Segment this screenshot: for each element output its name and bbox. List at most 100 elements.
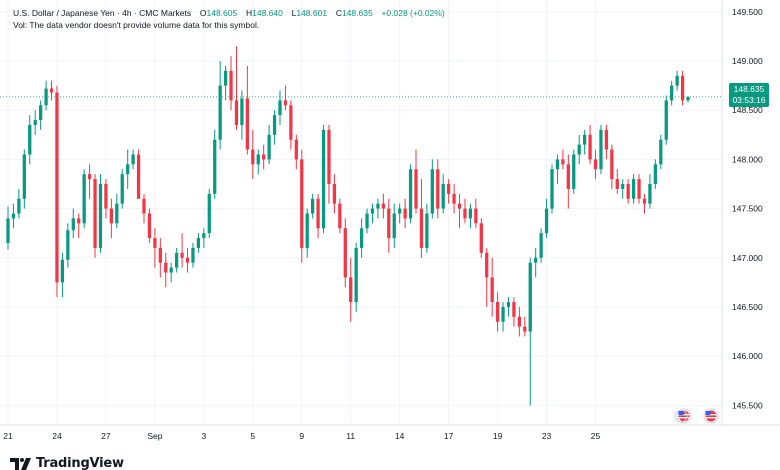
candle xyxy=(398,203,402,224)
candle xyxy=(430,159,434,219)
candle-body xyxy=(142,198,146,214)
x-tick-label: 19 xyxy=(493,431,503,441)
candle xyxy=(387,198,391,253)
candle xyxy=(175,247,179,273)
candle xyxy=(555,154,560,184)
candle-body xyxy=(490,277,494,303)
candle xyxy=(213,129,217,199)
candle xyxy=(686,96,690,103)
candle xyxy=(583,129,587,155)
candle-body xyxy=(392,213,396,239)
candle-body xyxy=(370,208,375,214)
candle-body xyxy=(327,129,331,184)
x-axis[interactable]: 21 24 27 Sep 3 5 9 11 14 17 19 23 25 xyxy=(3,431,600,441)
candle-body xyxy=(349,277,353,303)
candle-body xyxy=(82,174,86,224)
candle-body xyxy=(136,154,141,199)
candle xyxy=(349,257,353,322)
candle xyxy=(517,306,521,337)
tradingview-logo[interactable]: TradingView xyxy=(10,456,124,470)
candle-body xyxy=(468,208,473,219)
x-tick-label: 17 xyxy=(444,431,454,441)
candle-body xyxy=(430,169,434,214)
candle xyxy=(196,233,201,253)
candle-body xyxy=(251,149,255,165)
candle xyxy=(561,149,565,170)
candle xyxy=(300,149,304,263)
y-axis[interactable]: 149.500 149.000 148.500 148.000 147.500 147.0… xyxy=(0,0,780,426)
candle-body xyxy=(71,218,75,231)
candle xyxy=(82,169,86,229)
tradingview-logo-text: TradingView xyxy=(36,456,124,470)
candle-body xyxy=(109,208,113,224)
candle-body xyxy=(403,208,407,219)
candle-body xyxy=(604,129,609,150)
candle xyxy=(240,90,244,140)
event-flags[interactable] xyxy=(674,408,719,424)
x-tick-label: Sep xyxy=(147,431,162,441)
candle-body xyxy=(653,164,657,184)
candle xyxy=(131,149,135,170)
candle-body xyxy=(419,208,424,248)
candle-body xyxy=(175,252,179,268)
candle xyxy=(11,203,16,229)
candle xyxy=(66,223,70,268)
candle xyxy=(544,198,549,239)
candle xyxy=(55,85,59,298)
chart-header: U.S. Dollar / Japanese Yen · 4h · CMC Ma… xyxy=(13,7,445,31)
x-tick-label: 23 xyxy=(542,431,552,441)
candle xyxy=(659,134,663,170)
us-flag-event-icon[interactable] xyxy=(703,408,719,424)
candle-body xyxy=(561,159,565,165)
candle-body xyxy=(147,213,152,239)
instrument-title[interactable]: U.S. Dollar / Japanese Yen · 4h · CMC Ma… xyxy=(13,8,192,18)
y-tick-label: 149.000 xyxy=(732,56,763,66)
candle-body xyxy=(593,159,598,170)
candle xyxy=(468,203,473,229)
candle-body xyxy=(164,262,168,273)
candle xyxy=(71,208,75,239)
candle xyxy=(289,100,293,150)
candle-body xyxy=(621,183,625,189)
candle-body xyxy=(321,129,326,229)
candle-body xyxy=(283,100,288,106)
candle xyxy=(452,183,456,214)
candle-body xyxy=(44,88,48,106)
candle xyxy=(164,252,168,288)
candle-body xyxy=(33,120,37,125)
candle-body xyxy=(447,183,451,194)
candle xyxy=(115,193,119,229)
candle-body xyxy=(414,169,418,209)
candle-body xyxy=(55,92,59,283)
candle xyxy=(370,203,375,224)
candle xyxy=(392,203,396,248)
candle-body xyxy=(610,149,614,180)
candle-body xyxy=(234,100,239,125)
candle-body xyxy=(120,174,124,204)
x-tick-label: 5 xyxy=(250,431,255,441)
candle-body xyxy=(240,98,244,125)
candle-body xyxy=(441,183,445,209)
candle-body xyxy=(436,169,440,209)
candle-body xyxy=(381,203,385,209)
candle xyxy=(577,134,581,165)
candle-body xyxy=(305,213,309,248)
candle-body xyxy=(566,164,570,189)
candle-body xyxy=(452,193,456,204)
candle-body xyxy=(180,252,184,258)
us-flag-event-icon[interactable] xyxy=(674,408,692,424)
candle xyxy=(49,80,54,101)
candle-body xyxy=(648,183,652,204)
candle xyxy=(479,218,483,258)
candle-body xyxy=(229,70,233,101)
candle-body xyxy=(686,96,690,101)
candle xyxy=(332,174,337,214)
candle-body xyxy=(457,203,462,209)
candle xyxy=(490,257,494,317)
candle-body xyxy=(11,213,16,219)
candle-body xyxy=(675,75,679,86)
candle xyxy=(256,149,260,175)
candle xyxy=(539,228,543,263)
